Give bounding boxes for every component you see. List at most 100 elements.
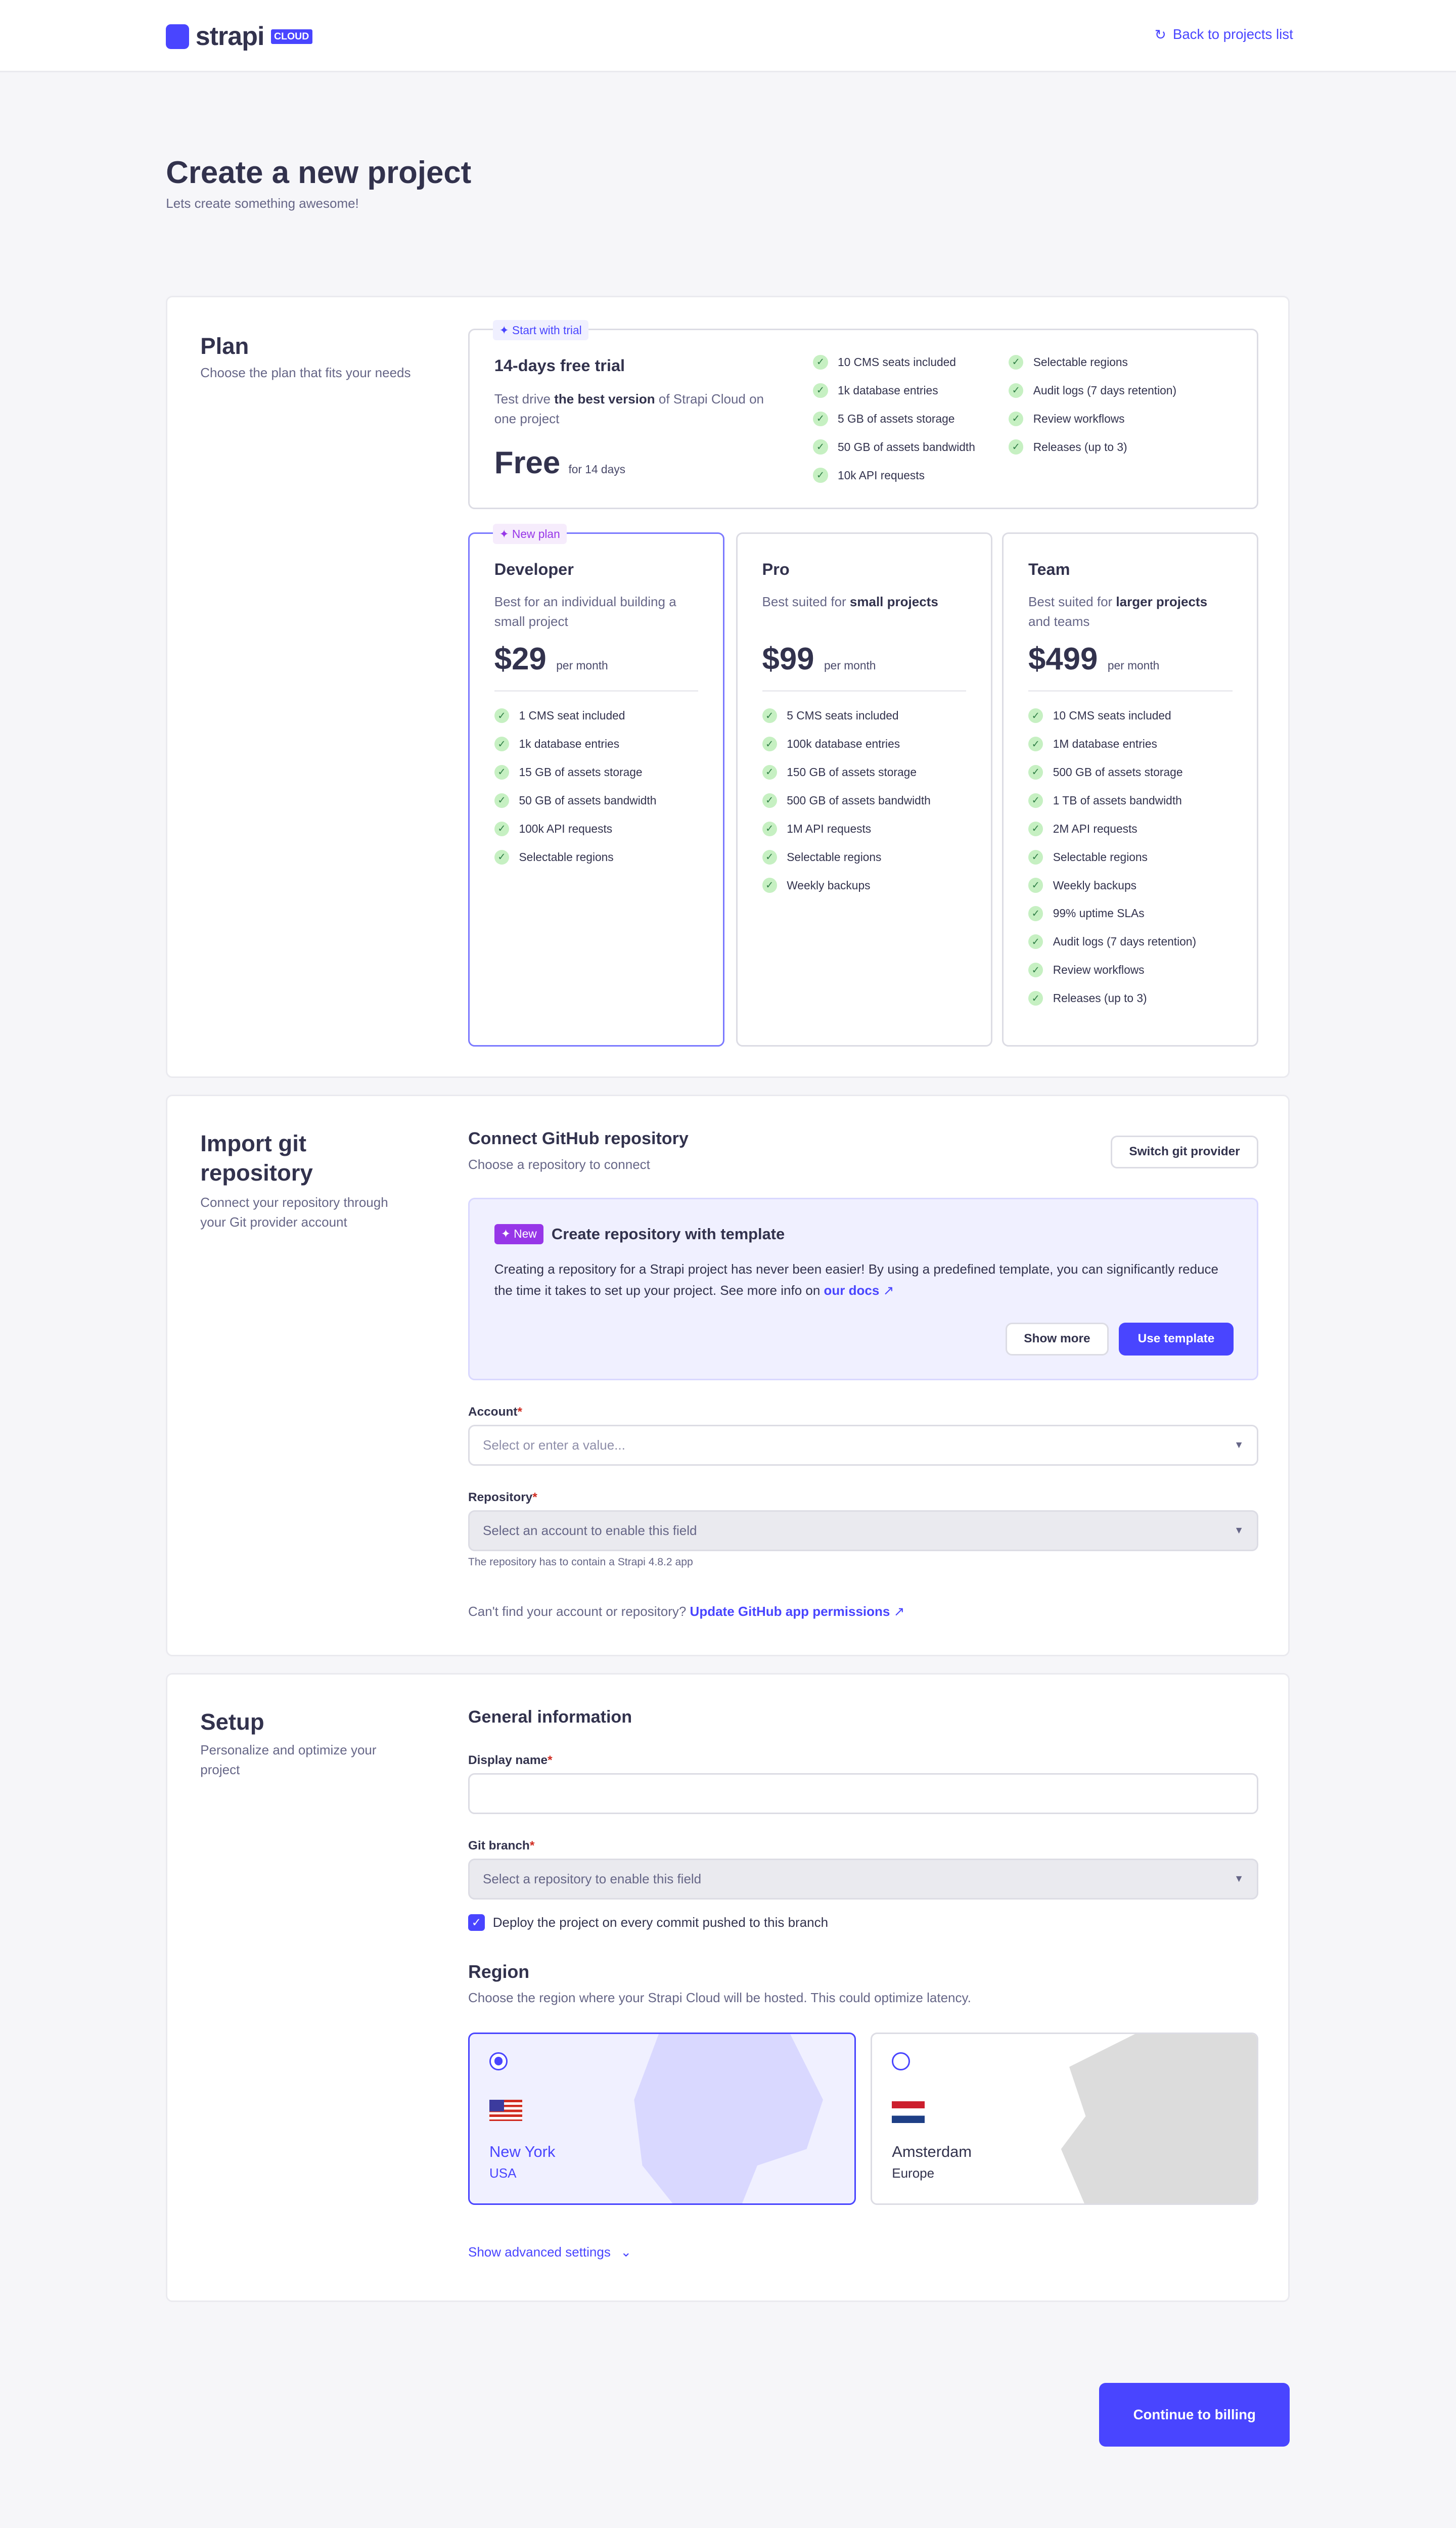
north-america-map (634, 2034, 823, 2204)
feature-item: ✓ Review workflows (1028, 956, 1233, 984)
page-subtitle: Lets create something awesome! (166, 195, 359, 211)
plan-description: Best suited for larger projects and team… (1028, 594, 1208, 629)
region-area: USA (489, 2165, 517, 2181)
radio-selected-icon[interactable] (489, 2052, 508, 2070)
region-card-new-york[interactable]: New York USA (468, 2033, 856, 2205)
trial-name: 14-days free trial (494, 356, 625, 375)
trial-description: Test drive the best version of Strapi Cl… (494, 391, 764, 426)
radio-unselected-icon[interactable] (892, 2052, 910, 2070)
check-icon: ✓ (1028, 963, 1043, 978)
git-subheading: Choose a repository to connect (468, 1156, 650, 1172)
plan-tag: ✦ New plan (492, 524, 567, 545)
plan-price: $99 per month (762, 641, 966, 692)
template-title: Create repository with template (551, 1225, 785, 1243)
page-title: Create a new project (166, 155, 472, 190)
check-icon: ✓ (762, 764, 777, 780)
feature-item: ✓ Review workflows (1009, 404, 1176, 433)
show-more-button[interactable]: Show more (1005, 1322, 1109, 1356)
setup-section: Setup Personalize and optimize your proj… (166, 1673, 1290, 2303)
check-icon: ✓ (494, 793, 509, 808)
import-git-section: Import git repository Connect your repos… (166, 1094, 1290, 1656)
caret-down-icon: ▼ (1234, 1439, 1244, 1451)
deploy-checkbox-row[interactable]: ✓ Deploy the project on every commit pus… (468, 1914, 828, 1931)
feature-item: ✓ 5 GB of assets storage (813, 404, 975, 433)
check-icon: ✓ (494, 821, 509, 836)
region-city: New York (489, 2142, 556, 2160)
feature-item: ✓ 5 CMS seats included (762, 702, 967, 730)
check-icon: ✓ (813, 411, 828, 426)
git-branch-label: Git branch* (468, 1838, 535, 1853)
us-flag-icon (489, 2100, 522, 2121)
repository-select[interactable]: Select an account to enable this field ▼ (468, 1510, 1259, 1551)
display-name-input[interactable] (468, 1773, 1259, 1814)
our-docs-link[interactable]: our docs (824, 1283, 880, 1298)
strapi-cloud-logo[interactable]: strapi CLOUD (166, 21, 312, 52)
check-icon: ✓ (1028, 764, 1043, 780)
check-icon: ✓ (1009, 439, 1024, 455)
plan-price: $499 per month (1028, 641, 1233, 692)
check-icon: ✓ (1028, 736, 1043, 752)
back-arrow-icon: ↻ (1154, 27, 1166, 42)
caret-down-icon: ▼ (1234, 1873, 1244, 1884)
feature-item: ✓ Selectable regions (762, 843, 967, 871)
plan-card-team[interactable]: Team Best suited for larger projects and… (1002, 532, 1259, 1047)
show-advanced-settings-button[interactable]: Show advanced settings ⌄ (468, 2244, 632, 2260)
region-area: Europe (892, 2165, 935, 2181)
feature-item: ✓ 1k database entries (813, 376, 975, 404)
setup-description: Personalize and optimize your project (200, 1742, 377, 1777)
new-badge: ✦ New (494, 1224, 543, 1244)
checkbox-checked-icon[interactable]: ✓ (468, 1914, 485, 1931)
trial-tag: ✦ Start with trial (492, 320, 588, 341)
account-select[interactable]: Select or enter a value... ▼ (468, 1424, 1259, 1466)
feature-item: ✓ 15 GB of assets storage (494, 758, 699, 787)
check-icon: ✓ (1028, 934, 1043, 950)
strapi-logo-icon (166, 24, 189, 49)
feature-item: ✓ Weekly backups (1028, 871, 1233, 899)
check-icon: ✓ (813, 354, 828, 370)
plan-description: Choose the plan that fits your needs (200, 365, 411, 380)
general-info-heading: General information (468, 1707, 632, 1727)
git-branch-select[interactable]: Select a repository to enable this field… (468, 1858, 1259, 1900)
feature-item: ✓ 99% uptime SLAs (1028, 899, 1233, 928)
trial-price: Free for 14 days (494, 445, 625, 481)
check-icon: ✓ (1028, 878, 1043, 893)
use-template-button[interactable]: Use template (1118, 1322, 1234, 1356)
setup-title: Setup (200, 1708, 264, 1735)
check-icon: ✓ (762, 736, 777, 752)
feature-item: ✓ 150 GB of assets storage (762, 758, 967, 787)
feature-item: ✓ 1M API requests (762, 815, 967, 843)
template-banner: ✦ New Create repository with template Cr… (468, 1198, 1259, 1380)
logo-text: strapi (195, 22, 265, 52)
template-text: Creating a repository for a Strapi proje… (494, 1261, 1218, 1298)
trial-plan-card[interactable]: ✦ Start with trial 14-days free trial Te… (468, 320, 1259, 510)
check-icon: ✓ (762, 793, 777, 808)
back-to-projects-link[interactable]: ↻ Back to projects list (1155, 26, 1293, 43)
switch-git-provider-button[interactable]: Switch git provider (1110, 1135, 1259, 1168)
feature-item: ✓ Releases (up to 3) (1009, 433, 1176, 461)
update-permissions-link[interactable]: Update GitHub app permissions (690, 1603, 890, 1619)
feature-item: ✓ Selectable regions (1009, 348, 1176, 377)
plan-card-pro[interactable]: Pro Best suited for small projects $99 pe… (736, 532, 992, 1047)
check-icon: ✓ (762, 821, 777, 836)
region-card-amsterdam[interactable]: Amsterdam Europe (871, 2033, 1259, 2205)
external-link-icon: ↗ (883, 1283, 894, 1298)
region-description: Choose the region where your Strapi Clou… (468, 1990, 971, 2005)
git-heading: Connect GitHub repository (468, 1128, 689, 1148)
feature-item: ✓ 50 GB of assets bandwidth (813, 433, 975, 461)
check-icon: ✓ (1028, 793, 1043, 808)
plan-name: Team (1028, 560, 1070, 578)
feature-item: ✓ Weekly backups (762, 871, 967, 899)
check-icon: ✓ (1028, 849, 1043, 865)
check-icon: ✓ (813, 439, 828, 455)
feature-item: ✓ 10 CMS seats included (813, 348, 975, 377)
continue-to-billing-button[interactable]: Continue to billing (1099, 2382, 1290, 2447)
feature-item: ✓ Audit logs (7 days retention) (1028, 928, 1233, 956)
plan-description: Best for an individual building a small … (494, 594, 676, 629)
back-link-label: Back to projects list (1172, 26, 1293, 42)
external-link-icon: ↗ (893, 1603, 905, 1619)
feature-item: ✓ Selectable regions (494, 843, 699, 871)
plan-description: Best suited for small projects (762, 594, 938, 609)
check-icon: ✓ (494, 736, 509, 752)
feature-item: ✓ 50 GB of assets bandwidth (494, 786, 699, 815)
plan-card-developer[interactable]: ✦ New plan Developer Best for an individ… (468, 524, 724, 1047)
